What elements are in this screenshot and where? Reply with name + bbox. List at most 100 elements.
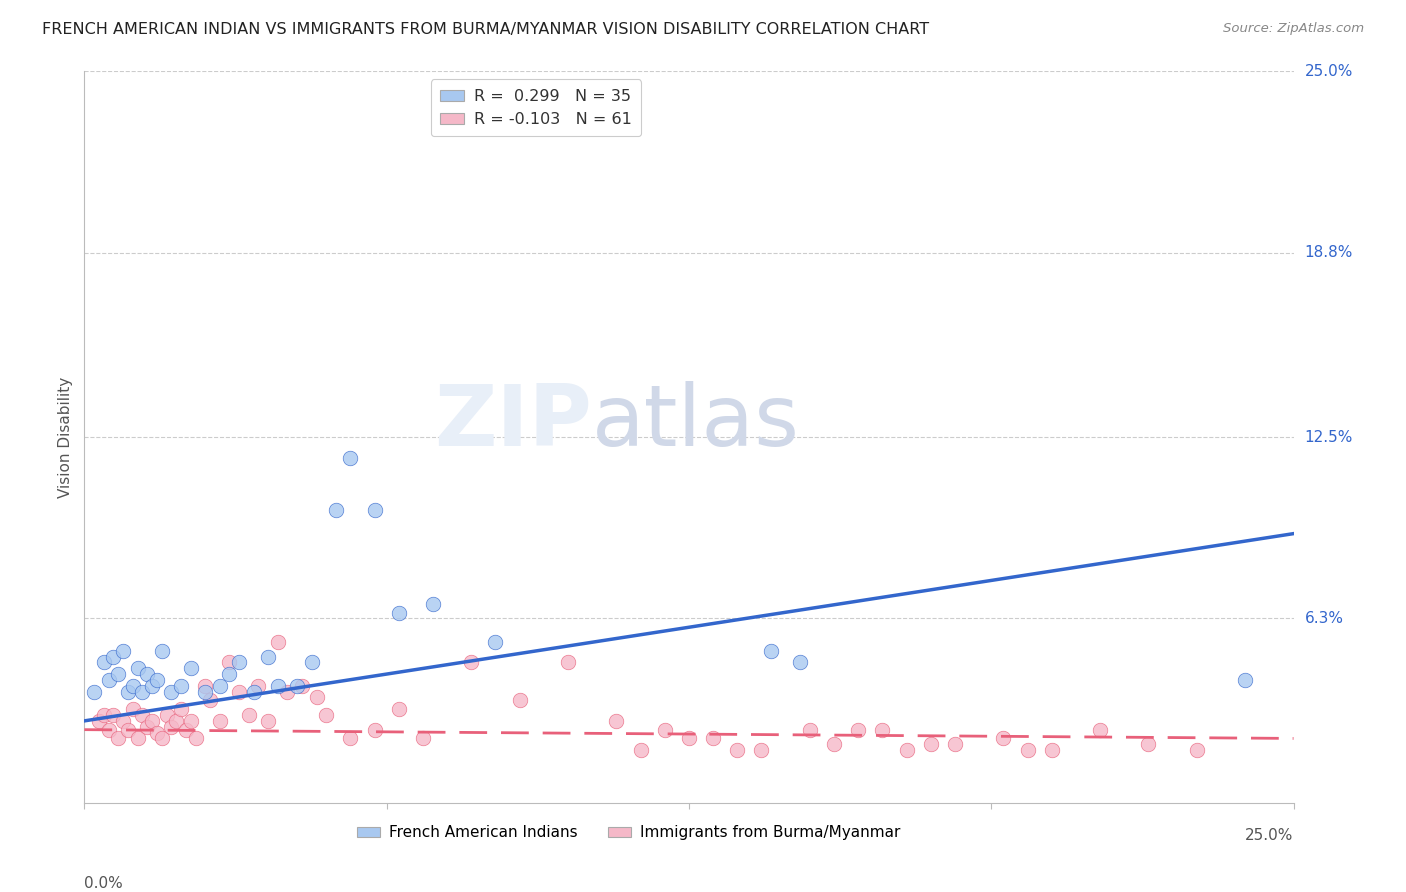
Point <box>630 743 652 757</box>
Point <box>136 720 159 734</box>
Point <box>325 503 347 517</box>
Point <box>131 684 153 698</box>
Point <box>422 597 444 611</box>
Point <box>83 684 105 698</box>
Point <box>103 708 125 723</box>
Point <box>184 731 207 746</box>
Point <box>218 656 240 670</box>
Point <box>1234 673 1257 687</box>
Point <box>117 723 139 737</box>
Point <box>180 714 202 728</box>
Point <box>920 737 942 751</box>
Point <box>388 702 411 716</box>
Text: 6.3%: 6.3% <box>1305 611 1344 626</box>
Point <box>174 723 197 737</box>
Point <box>654 723 676 737</box>
Point <box>121 702 143 716</box>
Point <box>107 731 129 746</box>
Point <box>1040 743 1063 757</box>
Text: 12.5%: 12.5% <box>1305 430 1353 444</box>
Text: Source: ZipAtlas.com: Source: ZipAtlas.com <box>1223 22 1364 36</box>
Point <box>846 723 869 737</box>
Text: FRENCH AMERICAN INDIAN VS IMMIGRANTS FROM BURMA/MYANMAR VISION DISABILITY CORREL: FRENCH AMERICAN INDIAN VS IMMIGRANTS FRO… <box>42 22 929 37</box>
Point <box>678 731 700 746</box>
Point <box>131 708 153 723</box>
Point <box>751 743 773 757</box>
Point <box>388 606 411 620</box>
Point <box>208 714 231 728</box>
Point <box>759 643 782 657</box>
Point <box>291 679 314 693</box>
Point <box>155 708 177 723</box>
Point <box>194 684 217 698</box>
Point <box>218 667 240 681</box>
Point <box>605 714 627 728</box>
Text: 0.0%: 0.0% <box>84 876 124 891</box>
Point <box>267 635 290 649</box>
Point <box>1185 743 1208 757</box>
Point <box>363 723 385 737</box>
Point <box>267 679 290 693</box>
Point <box>789 656 811 670</box>
Point <box>170 679 193 693</box>
Point <box>896 743 918 757</box>
Point <box>228 684 250 698</box>
Point <box>228 656 250 670</box>
Point <box>799 723 821 737</box>
Point <box>484 635 506 649</box>
Point <box>363 503 385 517</box>
Point <box>285 679 308 693</box>
Text: ZIP: ZIP <box>434 381 592 464</box>
Point <box>165 714 187 728</box>
Point <box>112 643 135 657</box>
Point <box>127 731 149 746</box>
Text: 18.8%: 18.8% <box>1305 245 1353 260</box>
Point <box>150 643 173 657</box>
Point <box>339 450 361 465</box>
Point <box>305 690 328 705</box>
Point <box>160 684 183 698</box>
Point <box>238 708 260 723</box>
Point <box>136 667 159 681</box>
Point <box>146 725 169 739</box>
Y-axis label: Vision Disability: Vision Disability <box>58 376 73 498</box>
Point <box>301 656 323 670</box>
Point <box>208 679 231 693</box>
Point <box>823 737 845 751</box>
Point <box>412 731 434 746</box>
Point <box>276 684 298 698</box>
Point <box>112 714 135 728</box>
Point <box>146 673 169 687</box>
Point <box>194 679 217 693</box>
Point <box>1137 737 1160 751</box>
Point <box>87 714 110 728</box>
Point <box>141 714 163 728</box>
Point <box>872 723 894 737</box>
Point <box>339 731 361 746</box>
Point <box>460 656 482 670</box>
Text: atlas: atlas <box>592 381 800 464</box>
Point <box>725 743 748 757</box>
Point <box>180 661 202 675</box>
Point <box>170 702 193 716</box>
Point <box>150 731 173 746</box>
Point <box>141 679 163 693</box>
Point <box>247 679 270 693</box>
Text: 25.0%: 25.0% <box>1305 64 1353 78</box>
Point <box>127 661 149 675</box>
Point <box>198 693 221 707</box>
Point <box>943 737 966 751</box>
Point <box>509 693 531 707</box>
Point <box>93 656 115 670</box>
Point <box>103 649 125 664</box>
Point <box>1088 723 1111 737</box>
Point <box>97 723 120 737</box>
Text: 25.0%: 25.0% <box>1246 828 1294 843</box>
Point <box>117 684 139 698</box>
Legend: French American Indians, Immigrants from Burma/Myanmar: French American Indians, Immigrants from… <box>350 819 907 847</box>
Point <box>93 708 115 723</box>
Point <box>242 684 264 698</box>
Point <box>97 673 120 687</box>
Point <box>993 731 1015 746</box>
Point <box>1017 743 1039 757</box>
